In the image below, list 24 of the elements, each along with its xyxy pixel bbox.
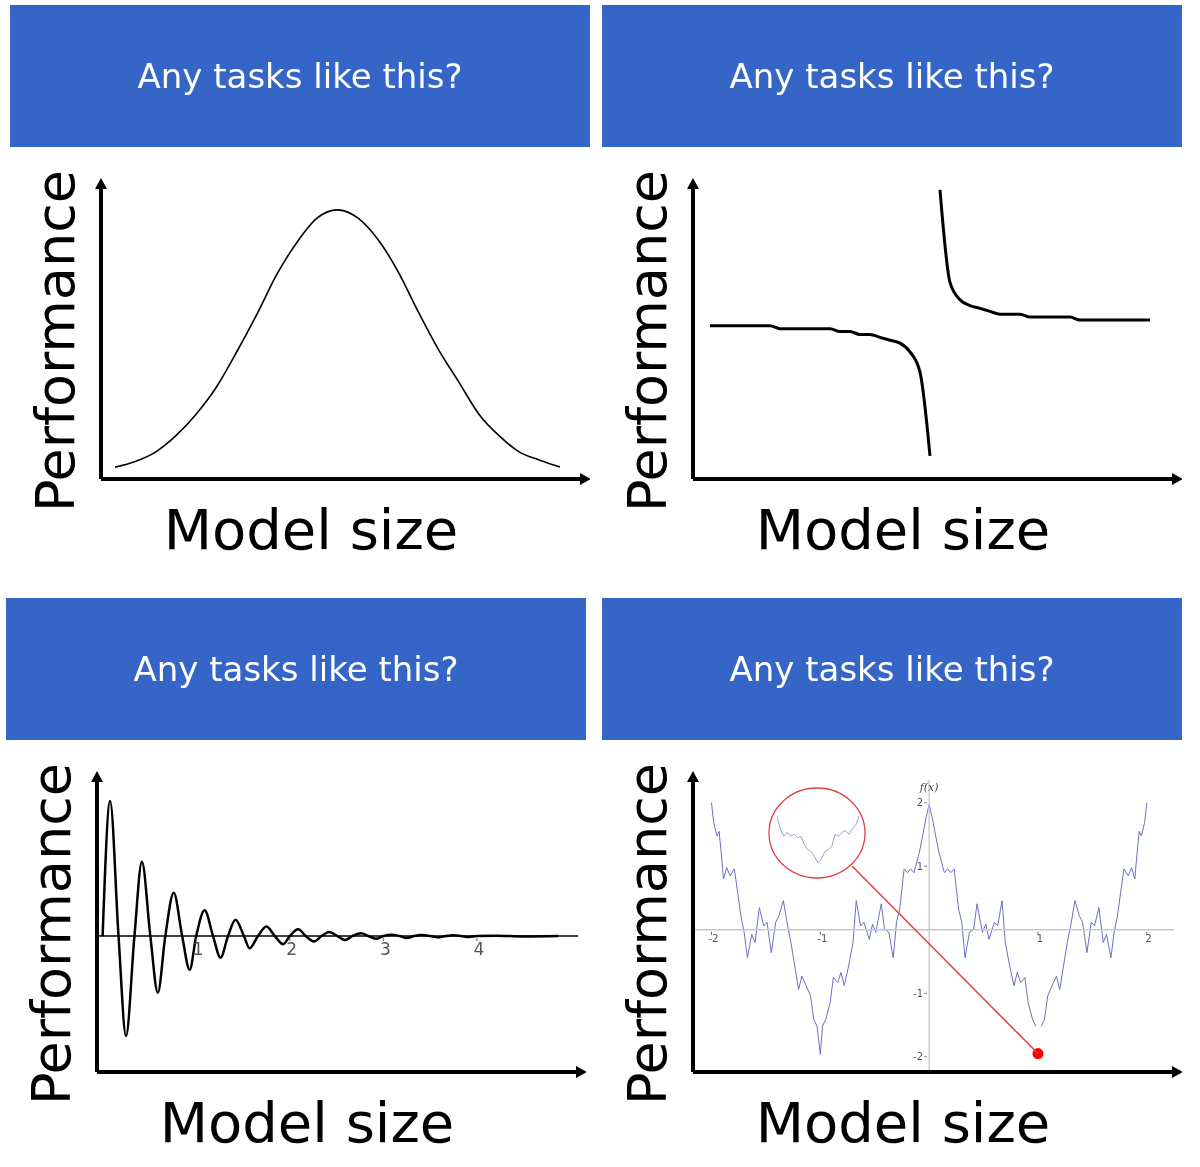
x-tick-label: -1 [817,932,828,944]
x-tick-label: -2 [708,932,719,944]
y-tick-label: 1 [916,860,924,872]
y-axis-title: Performance [23,168,88,515]
chart-title: Any tasks like this? [602,598,1182,740]
x-tick-label: 2 [286,939,298,960]
x-axis-title: Model size [159,1090,455,1155]
x-tick-label: 2 [1145,932,1152,944]
x-tick-label: 4 [473,939,485,960]
chart-title: Any tasks like this? [6,598,586,740]
y-tick-label: -2 [913,1051,924,1063]
y-axis-title: Performance [615,168,680,515]
x-axis-title: Model size [755,1090,1051,1155]
x-tick-label: 1 [1036,932,1044,944]
chart-title: Any tasks like this? [10,5,590,147]
chart-title: Any tasks like this? [602,5,1182,147]
x-tick-label: 3 [379,939,391,960]
x-axis-title: Model size [163,497,459,562]
annotation: f(x) [918,780,939,794]
y-axis-title: Performance [615,761,680,1108]
y-axis-title: Performance [19,761,84,1108]
x-axis-title: Model size [755,497,1051,562]
y-tick-label: -1 [913,987,924,999]
y-tick-label: 2 [916,797,924,809]
